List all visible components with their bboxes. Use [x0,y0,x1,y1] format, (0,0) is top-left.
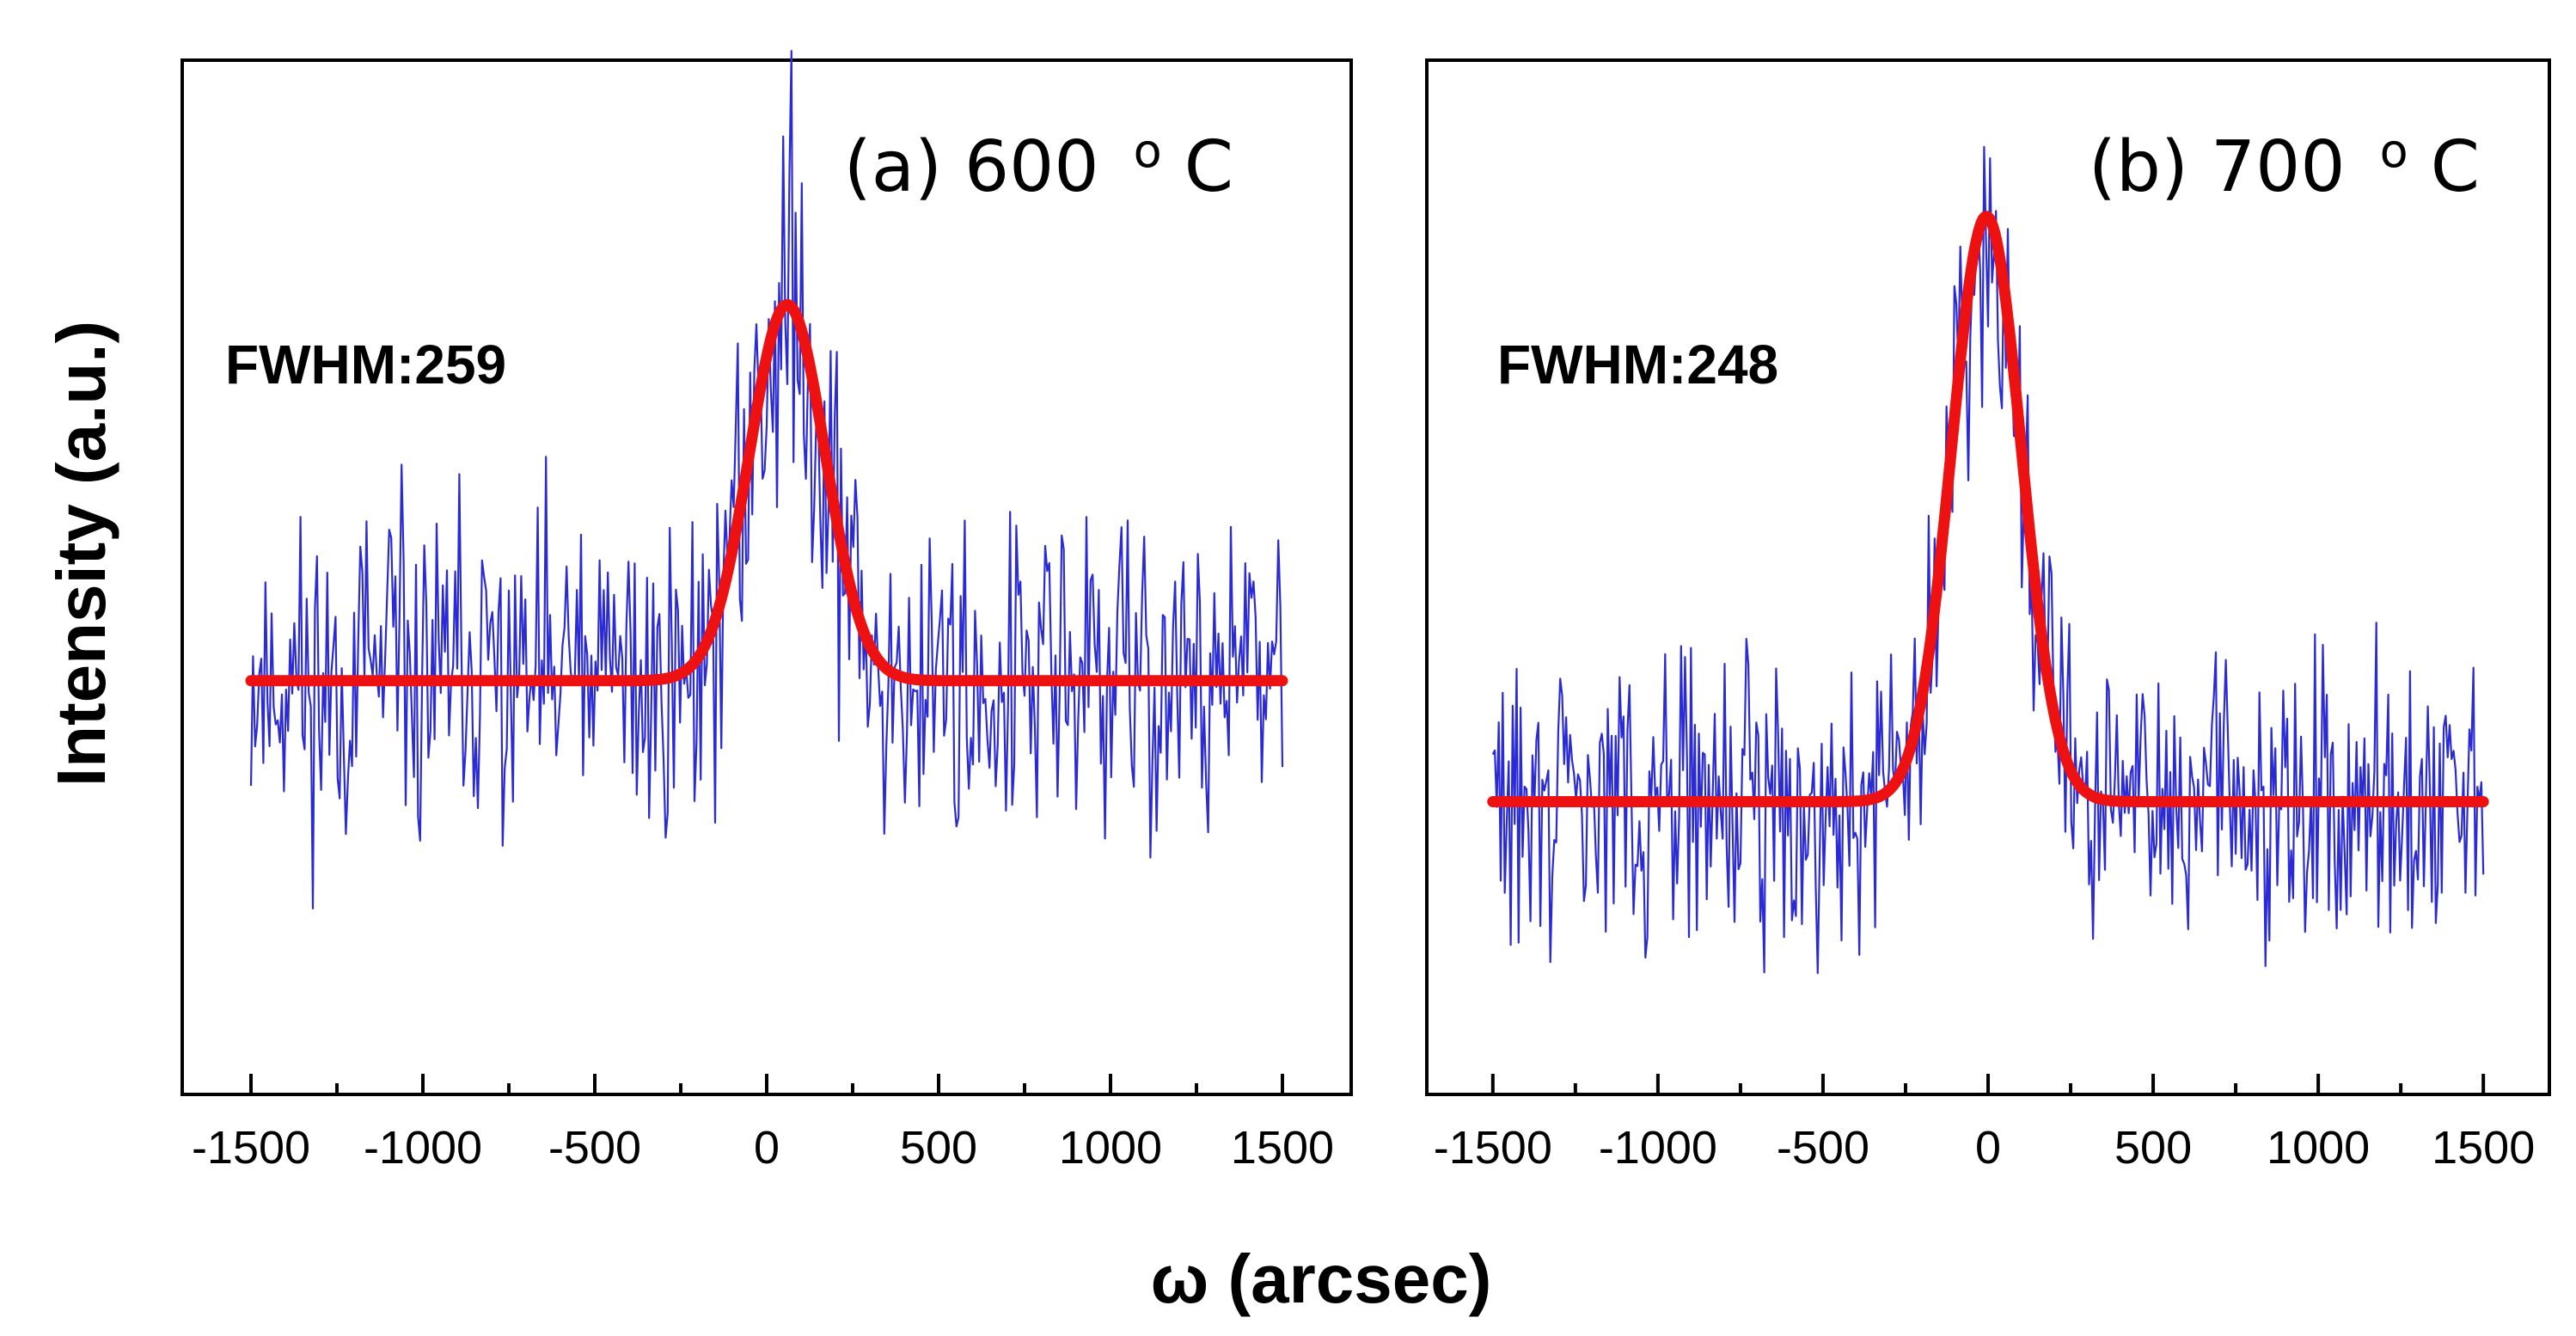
panel-a: -1500 -1000 -500 0 500 1000 1500 (a) 600 o C F… [181,50,1353,1174]
panel-b: -1500 -1000 -500 0 500 1000 1500 (b) 700 o C F… [1425,58,2551,1174]
x-tick-label-b: 1500 [2432,1122,2535,1174]
x-tick-label-a: 1000 [1059,1122,1162,1174]
x-tick-label-a: -1000 [364,1122,482,1174]
panel-a-title: (a) 600 o C [844,102,1233,208]
x-tick-label-b: -1500 [1434,1122,1552,1174]
x-tick-label-a: 0 [754,1122,780,1174]
panel-b-unit: C [2431,126,2480,208]
panel-b-label: (b) 700 [2089,126,2346,208]
panel-b-fwhm-annotation: FWHM:248 [1497,334,1778,395]
x-tick-label-b: 0 [1975,1122,2001,1174]
plot-area-b: -1500 -1000 -500 0 500 1000 1500 [1425,58,2551,1174]
x-tick-label-a: 500 [900,1122,977,1174]
x-tick-label-b: 500 [2114,1122,2192,1174]
x-tick-label-b: 1000 [2267,1122,2370,1174]
measured-series-a [249,50,1284,910]
x-tick-label-a: -1500 [192,1122,310,1174]
panel-a-fwhm-annotation: FWHM:259 [225,334,506,395]
panel-b-degree: o [2380,124,2408,178]
fit-series-a [245,298,1288,687]
x-tick-label-a: 1500 [1231,1122,1334,1174]
x-axis-label: ω (arcsec) [1151,1241,1492,1317]
x-tick-label-b: -1000 [1599,1122,1717,1174]
x-tick-label-a: -500 [548,1122,641,1174]
measured-series-b [1491,145,2485,975]
plot-area-a: -1500 -1000 -500 0 500 1000 1500 [181,50,1353,1174]
x-tick-label-b: -500 [1777,1122,1869,1174]
panel-a-label: (a) 600 [844,126,1099,208]
y-axis-label: Intensity (a.u.) [43,321,119,787]
panel-a-unit: C [1184,126,1233,208]
panel-a-degree: o [1134,124,1162,178]
fit-series-b [1487,211,2489,807]
plot-frame-a [181,58,1353,1096]
panel-b-title: (b) 700 o C [2089,102,2480,208]
